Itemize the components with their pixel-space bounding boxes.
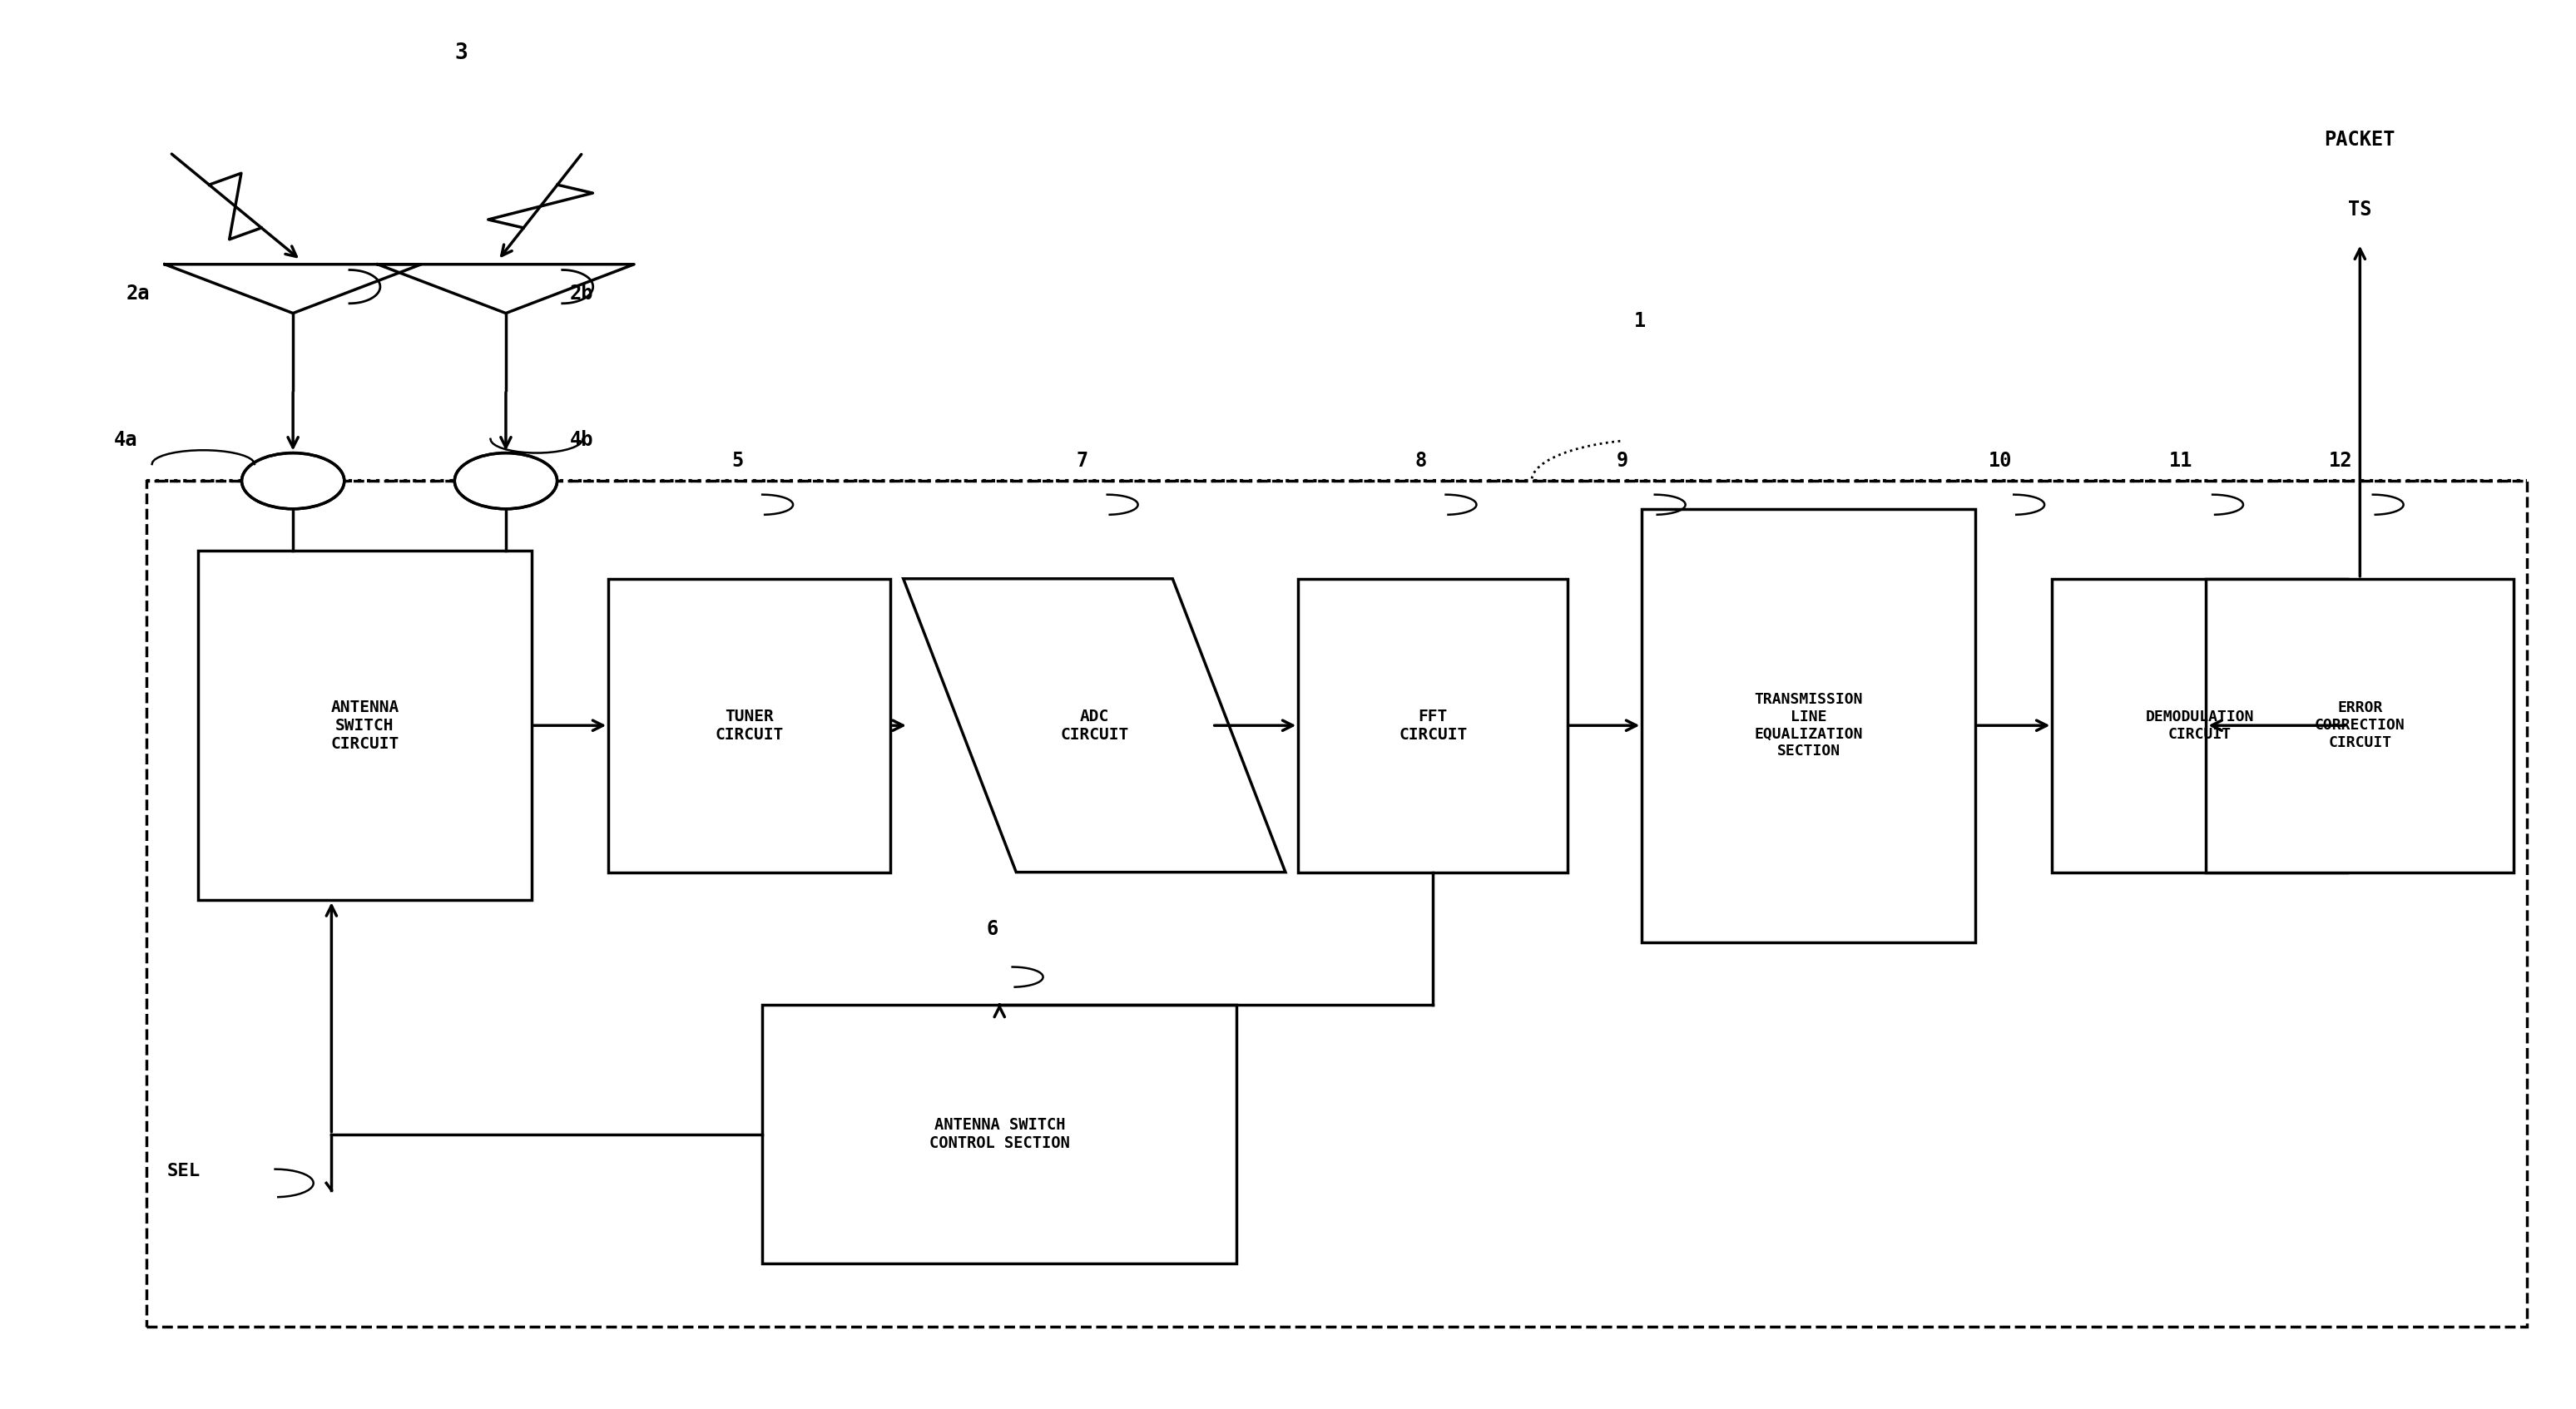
Text: SEL: SEL — [167, 1162, 201, 1179]
Bar — [1641, 509, 1976, 943]
Text: 2b: 2b — [569, 283, 592, 303]
Text: ADC
CIRCUIT: ADC CIRCUIT — [1061, 709, 1128, 743]
Text: FFT
CIRCUIT: FFT CIRCUIT — [1399, 709, 1468, 743]
Text: 12: 12 — [2329, 451, 2352, 471]
Text: 1: 1 — [1633, 311, 1646, 331]
Text: TUNER
CIRCUIT: TUNER CIRCUIT — [716, 709, 783, 743]
Bar — [198, 551, 531, 900]
Text: TRANSMISSION
LINE
EQUALIZATION
SECTION: TRANSMISSION LINE EQUALIZATION SECTION — [1754, 692, 1862, 759]
Text: ERROR
CORRECTION
CIRCUIT: ERROR CORRECTION CIRCUIT — [2316, 700, 2406, 750]
Bar — [1298, 579, 1569, 872]
Text: 11: 11 — [2169, 451, 2192, 471]
Text: PACKET: PACKET — [2324, 130, 2396, 149]
Bar — [2205, 579, 2514, 872]
Bar — [147, 480, 2527, 1326]
Text: DEMODULATION
CIRCUIT: DEMODULATION CIRCUIT — [2146, 709, 2254, 741]
Text: 6: 6 — [987, 919, 999, 940]
Bar — [2053, 579, 2347, 872]
Text: 4b: 4b — [569, 430, 592, 449]
Text: 5: 5 — [732, 451, 744, 471]
Circle shape — [453, 452, 556, 509]
Text: TS: TS — [2349, 200, 2372, 220]
Text: 3: 3 — [453, 42, 469, 63]
Text: 4a: 4a — [113, 430, 137, 449]
Bar — [762, 1005, 1236, 1264]
Bar — [608, 579, 891, 872]
Text: 10: 10 — [1989, 451, 2012, 471]
Text: ANTENNA SWITCH
CONTROL SECTION: ANTENNA SWITCH CONTROL SECTION — [930, 1117, 1069, 1151]
Polygon shape — [904, 579, 1285, 872]
Circle shape — [242, 452, 345, 509]
Text: 2a: 2a — [126, 283, 149, 303]
Text: 9: 9 — [1615, 451, 1628, 471]
Text: 8: 8 — [1414, 451, 1427, 471]
Text: 7: 7 — [1077, 451, 1087, 471]
Text: ANTENNA
SWITCH
CIRCUIT: ANTENNA SWITCH CIRCUIT — [330, 699, 399, 751]
